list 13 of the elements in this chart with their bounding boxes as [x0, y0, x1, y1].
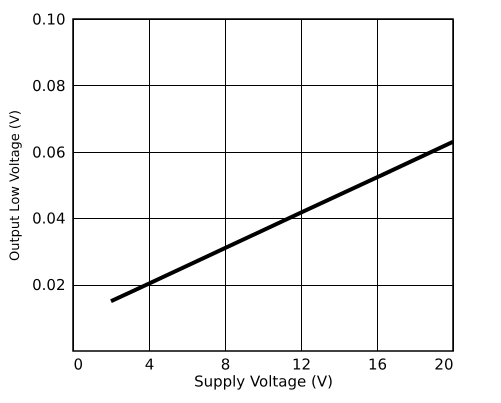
x-tick-label: 4 — [144, 356, 154, 374]
x-axis-title: Supply Voltage (V) — [194, 372, 333, 390]
x-tick-label: 0 — [74, 356, 84, 374]
y-tick-label: 0.02 — [32, 276, 66, 294]
x-tick-label: 12 — [292, 356, 312, 374]
x-tick-label: 8 — [220, 356, 230, 374]
y-tick-label: 0.10 — [32, 10, 66, 28]
x-tick-label: 20 — [434, 356, 454, 374]
y-tick-label: 0.04 — [32, 210, 66, 228]
y-tick-label: 0.08 — [32, 76, 66, 95]
x-tick-label: 16 — [368, 356, 388, 374]
y-tick-label: 0.06 — [32, 143, 66, 162]
y-axis-title: Output Low Voltage (V) — [8, 110, 24, 261]
